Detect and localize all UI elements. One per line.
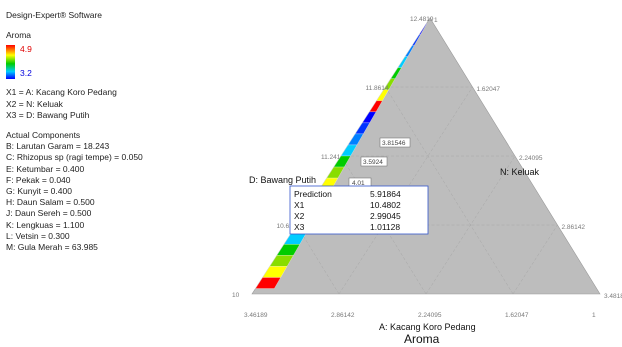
- software-name: Design-Expert® Software: [6, 10, 103, 20]
- tick-label-d: 12.4819: [410, 16, 434, 23]
- gridline: [512, 224, 558, 295]
- component-b: B: Larutan Garam = 18.243: [6, 141, 110, 152]
- component-j: J: Daun Sereh = 0.500: [6, 208, 92, 219]
- axis-label-a: A: Kacang Koro Pedang: [379, 322, 476, 332]
- variable-x1: X1 = A: Kacang Koro Pedang: [6, 87, 117, 98]
- tick-label-a: 2.24095: [418, 312, 442, 319]
- component-l: L: Vetsin = 0.300: [6, 230, 70, 241]
- tick-label-n: 3.4818: [604, 293, 622, 300]
- component-c: C: Rhizopus sp (ragi tempe) = 0.050: [6, 152, 143, 163]
- tick-label-n: 2.24095: [519, 155, 543, 162]
- gridline: [385, 86, 514, 295]
- band-cell: [255, 277, 281, 289]
- component-f: F: Pekak = 0.040: [6, 174, 71, 185]
- legend-color-bar: [6, 45, 15, 80]
- variable-x2: X2 = N: Keluak: [6, 98, 63, 109]
- x1-value: 10.4802: [370, 200, 401, 210]
- info-panel: Design-Expert® Software Aroma 4.9 3.2 X1…: [6, 10, 206, 253]
- prediction-label: Prediction: [294, 189, 332, 199]
- x2-label: X2: [294, 211, 305, 221]
- tick-label-a: 3.46189: [244, 312, 268, 319]
- ternary-tick-labels: 3.46189 2.86142 2.24095 1.62047 1 1 1.62047 2.2…: [232, 16, 622, 319]
- tick-label-n: 1.62047: [477, 86, 501, 93]
- response-name: Aroma: [6, 30, 32, 41]
- prediction-value: 5.91864: [370, 189, 401, 199]
- tick-label-n: 1: [434, 17, 438, 24]
- x2-value: 2.99045: [370, 211, 401, 221]
- color-legend: 4.9 3.2: [6, 43, 206, 87]
- svg-text:4.01: 4.01: [352, 180, 365, 187]
- component-g: G: Kunyit = 0.400: [6, 186, 72, 197]
- svg-text:3.5924: 3.5924: [363, 159, 383, 166]
- axis-label-n: N: Keluak: [500, 167, 540, 177]
- actual-components-heading: Actual Components: [6, 130, 81, 141]
- tick-label-a: 1.62047: [505, 312, 529, 319]
- legend-low-value: 3.2: [20, 68, 32, 79]
- x1-label: X1: [294, 200, 305, 210]
- component-e: E: Ketumbar = 0.400: [6, 163, 85, 174]
- tick-label-d: 11.241: [321, 154, 341, 161]
- contour-label-2: 3.5924: [360, 156, 388, 167]
- chart-title: Aroma: [404, 332, 440, 346]
- axis-label-d: D: Bawang Putih: [249, 175, 316, 185]
- tick-label-a: 2.86142: [331, 312, 355, 319]
- x3-value: 1.01128: [370, 222, 400, 232]
- contour-label-1: 3.81546: [379, 137, 411, 148]
- gridline: [338, 86, 473, 295]
- tick-label-d: 10.6205: [277, 223, 301, 230]
- component-m: M: Gula Merah = 63.985: [6, 242, 98, 253]
- component-k: K: Lengkuas = 1.100: [6, 219, 85, 230]
- svg-text:3.81546: 3.81546: [382, 140, 406, 147]
- variable-x3: X3 = D: Bawang Putih: [6, 109, 90, 120]
- tick-label-d: 10: [232, 292, 240, 299]
- tick-label-a: 1: [592, 312, 596, 319]
- prediction-box: Prediction 5.91864 X1 10.4802 X2 2.99045…: [289, 185, 429, 235]
- tick-label-d: 11.8614: [366, 85, 389, 92]
- component-h: H: Daun Salam = 0.500: [6, 197, 95, 208]
- tick-label-n: 2.86142: [562, 224, 586, 231]
- legend-high-value: 4.9: [20, 44, 32, 55]
- x3-label: X3: [294, 222, 305, 232]
